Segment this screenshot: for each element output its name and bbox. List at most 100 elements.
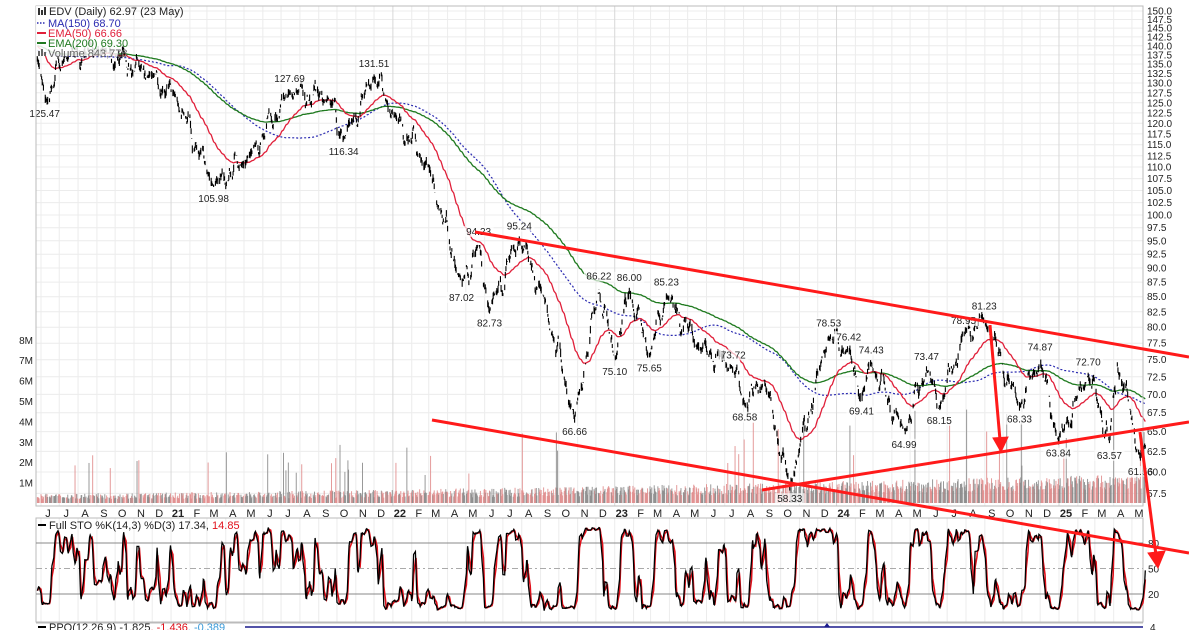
price-tick-label: 112.5 xyxy=(1147,151,1172,162)
annotation-bg xyxy=(1125,466,1156,478)
price-annotation: 64.99 xyxy=(891,440,916,451)
month-label: S xyxy=(988,508,995,520)
month-label: J xyxy=(933,508,939,520)
annotation-bg xyxy=(583,270,614,282)
lower-channel-line xyxy=(431,418,1189,555)
annotation-bg xyxy=(833,331,864,343)
price-annotation: 72.70 xyxy=(1076,357,1101,368)
ppo-signal: , -1.436 xyxy=(151,622,188,630)
month-label: F xyxy=(415,508,422,520)
month-label: M xyxy=(246,508,255,520)
annotation-bg xyxy=(1073,356,1104,368)
volume-tick-label: 8M xyxy=(19,336,33,347)
volume-tick-label: 4M xyxy=(19,417,33,428)
price-tick-label: 122.5 xyxy=(1147,108,1172,119)
price-tick-label: 90.0 xyxy=(1147,263,1167,274)
price-annotation: 85.23 xyxy=(654,277,679,288)
price-annotation: 66.66 xyxy=(562,427,587,438)
annotation-bg xyxy=(559,425,590,437)
month-label: J xyxy=(45,508,51,520)
month-label: F xyxy=(1081,508,1088,520)
ppo-tick: 4 xyxy=(1150,623,1156,630)
legend-volume: Volume 843,778 xyxy=(48,48,128,60)
price-annotation: 69.41 xyxy=(849,407,874,418)
annotation-bg xyxy=(614,271,645,283)
annotation-bg xyxy=(29,107,60,119)
price-annotation: 86.00 xyxy=(617,273,642,284)
month-label: J xyxy=(267,508,273,520)
price-tick-label: 102.5 xyxy=(1147,198,1172,209)
month-label: M xyxy=(209,508,218,520)
month-label: N xyxy=(1025,508,1033,520)
month-label: S xyxy=(100,508,107,520)
month-label: J xyxy=(285,508,291,520)
price-annotation: 75.10 xyxy=(602,367,627,378)
month-label: S xyxy=(766,508,773,520)
legend-ma150: MA(150) 68.70 xyxy=(48,18,121,30)
price-annotation: 74.87 xyxy=(1028,343,1053,354)
annotation-bg xyxy=(846,405,877,417)
month-label: M xyxy=(431,508,440,520)
price-tick-label: 95.0 xyxy=(1147,236,1167,247)
price-annotation: 63.84 xyxy=(1046,449,1071,460)
price-annotation: 73.72 xyxy=(721,350,746,361)
price-annotation: 73.47 xyxy=(914,352,939,363)
price-tick-label: 107.5 xyxy=(1147,174,1172,185)
month-label: A xyxy=(81,508,89,520)
annotation-bg xyxy=(198,192,229,204)
price-tick-label: 75.0 xyxy=(1147,355,1167,366)
price-tick-label: 62.5 xyxy=(1147,447,1167,458)
price-tick-label: 100.0 xyxy=(1147,211,1172,222)
price-tick-label: 110.0 xyxy=(1147,163,1172,174)
price-annotation: 105.98 xyxy=(198,194,229,205)
annotation-bg xyxy=(274,73,305,85)
price-tick-label: 87.5 xyxy=(1147,278,1167,289)
chart-icon xyxy=(38,7,46,15)
month-label: J xyxy=(711,508,717,520)
annotation-bg xyxy=(328,145,359,157)
volume-tick-label: 1M xyxy=(19,479,33,490)
sto-label: Full STO %K(14,3) %D(3) 17.34, xyxy=(49,520,212,532)
price-annotation: 68.15 xyxy=(927,416,952,427)
month-label: D xyxy=(377,508,385,520)
price-annotation: 63.57 xyxy=(1097,451,1122,462)
month-label: J xyxy=(63,508,69,520)
price-tick-label: 140.0 xyxy=(1147,41,1172,52)
month-label: F xyxy=(637,508,644,520)
price-tick-label: 97.5 xyxy=(1147,223,1167,234)
annotation-bg xyxy=(924,414,955,426)
price-tick-label: 115.0 xyxy=(1147,140,1172,151)
price-tick-label: 65.0 xyxy=(1147,427,1167,438)
annotation-bg xyxy=(599,366,630,378)
ppo-panel: PPO(12,26,9) -1.825, -1.436, -0.389 4 xyxy=(36,622,1156,630)
price-annotation: 86.22 xyxy=(586,272,611,283)
price-tick-label: 132.5 xyxy=(1147,69,1172,80)
annotation-bg xyxy=(634,362,665,374)
price-annotation: 95.24 xyxy=(507,222,532,233)
price-tick-label: 117.5 xyxy=(1147,129,1172,140)
price-tick-label: 72.5 xyxy=(1147,372,1167,383)
price-annotation: 127.69 xyxy=(274,74,305,85)
price-tick-label: 80.0 xyxy=(1147,323,1167,334)
axes: 57.5 60.0 62.5 65.0 67.5 70.0 72.5 75.0 77.5 80.0… xyxy=(19,5,1172,623)
price-annotation: 131.51 xyxy=(359,59,390,70)
annotation-bg xyxy=(359,58,390,70)
price-tick-label: 92.5 xyxy=(1147,250,1167,261)
ema50-line xyxy=(36,45,1146,441)
price-tick-label: 60.0 xyxy=(1147,467,1167,478)
month-label: N xyxy=(137,508,145,520)
month-label: M xyxy=(913,508,922,520)
legend-ema50: EMA(50) 66.66 xyxy=(48,28,122,40)
price-annotation: 82.73 xyxy=(477,318,502,329)
ppo-label: PPO(12,26,9) -1.825 xyxy=(49,622,151,630)
price-tick-label: 82.5 xyxy=(1147,307,1167,318)
price-annotations: 125.47105.98127.69116.34131.5187.0294.23… xyxy=(29,58,1156,505)
price-annotation: 61.56 xyxy=(1128,467,1153,478)
month-label: 23 xyxy=(616,508,628,520)
legend: EDV (Daily) 62.97 (23 May) MA(150) 68.70… xyxy=(36,6,184,60)
month-label: N xyxy=(802,508,810,520)
price-annotation: 78.95 xyxy=(951,316,976,327)
month-label: M xyxy=(468,508,477,520)
month-label: S xyxy=(544,508,551,520)
